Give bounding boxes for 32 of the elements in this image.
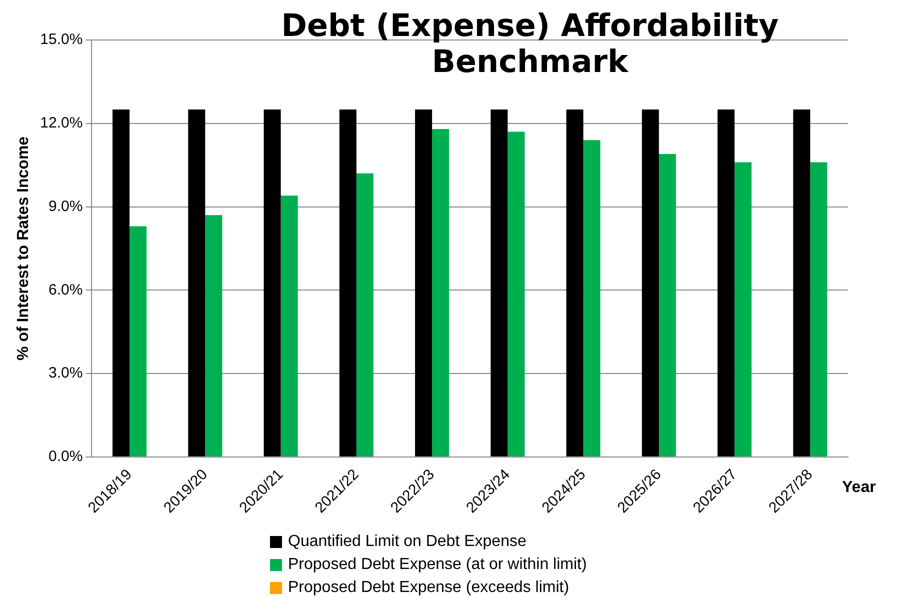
bar <box>658 154 676 456</box>
bar <box>793 109 810 456</box>
bar <box>130 226 147 456</box>
y-tick-label: 6.0% <box>48 281 83 298</box>
bar <box>356 173 374 456</box>
x-axis-title: Year <box>842 479 876 497</box>
y-tick-label: 12.0% <box>40 114 83 132</box>
bar <box>188 109 206 456</box>
legend-label: Quantified Limit on Debt Expense <box>288 532 526 550</box>
bar <box>490 109 508 456</box>
bar <box>432 128 450 456</box>
legend-label: Proposed Debt Expense (exceeds limit) <box>288 578 570 596</box>
bar <box>264 109 281 456</box>
y-tick-label: 9.0% <box>48 198 83 215</box>
bar <box>205 215 222 456</box>
bar <box>810 162 828 456</box>
legend-label: Proposed Debt Expense (at or within limit) <box>288 556 587 574</box>
y-tick-label: 15.0% <box>40 31 83 48</box>
y-tick-label: 3.0% <box>48 364 83 382</box>
bar <box>566 109 584 456</box>
bar <box>415 109 432 456</box>
bar <box>718 109 735 456</box>
y-tick-label: 0.0% <box>48 448 83 466</box>
bar <box>642 109 659 456</box>
chart-title: Debt (Expense) Affordability Benchmark <box>280 8 780 80</box>
bar <box>112 109 130 456</box>
bar <box>280 196 298 456</box>
bar <box>339 109 356 456</box>
bar <box>583 140 600 456</box>
bar <box>734 162 752 456</box>
y-axis-title: % of Interest to Rates Income <box>15 136 32 360</box>
bar <box>508 132 525 456</box>
